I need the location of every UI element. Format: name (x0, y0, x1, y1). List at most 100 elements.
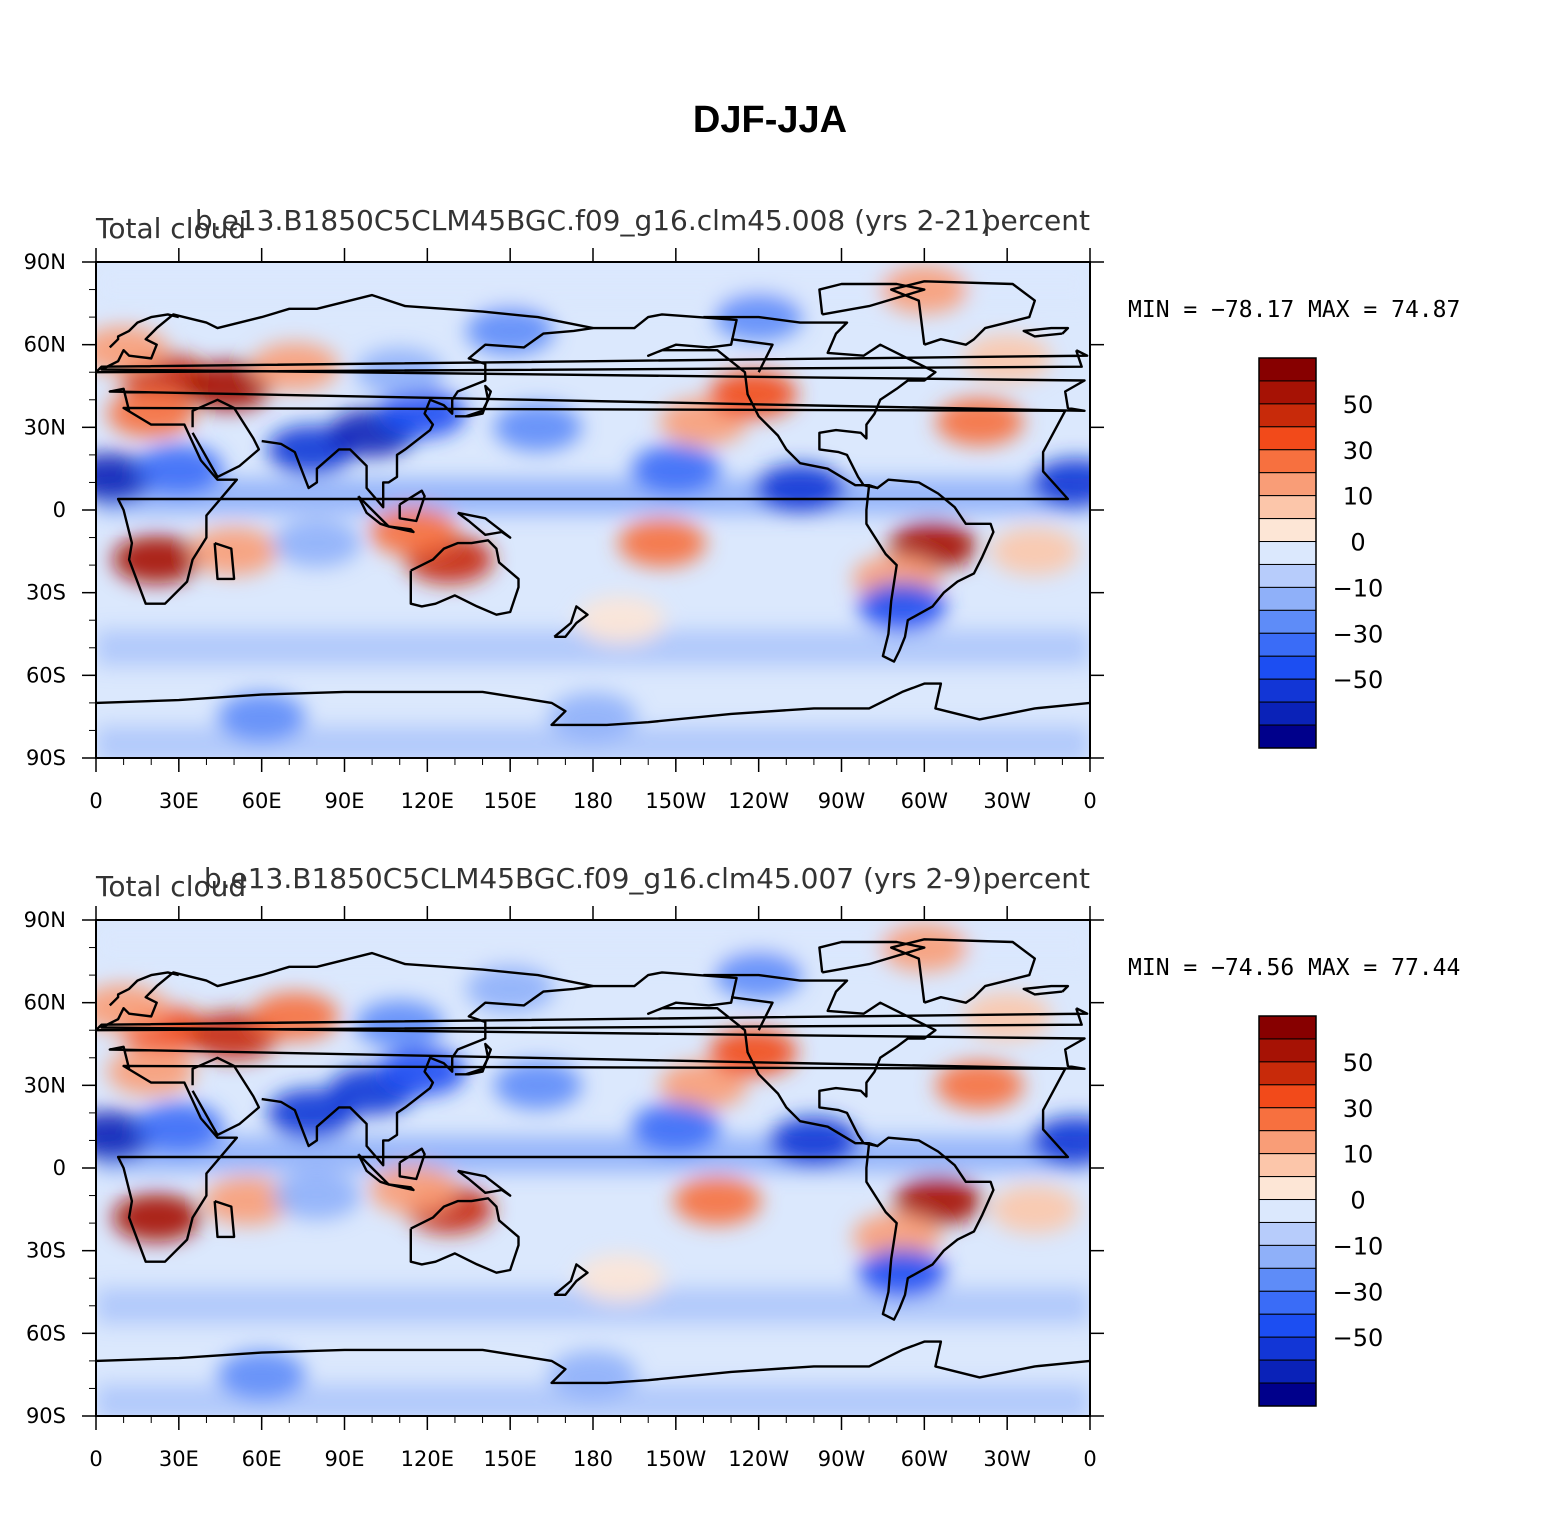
field-region (659, 1061, 748, 1110)
coastline (890, 938, 1036, 1004)
colorbar-swatch (1258, 655, 1317, 680)
coastline (261, 326, 594, 509)
x-tick-label: 90E (325, 1447, 365, 1471)
coastline (553, 605, 589, 638)
x-tick-label: 90W (818, 789, 866, 813)
coastline (116, 406, 1070, 605)
coastline (865, 478, 995, 663)
colorbar-swatch (1258, 609, 1317, 634)
field-region (134, 1102, 223, 1151)
field-region (355, 1000, 444, 1049)
y-tick-label: 60S (26, 1321, 66, 1345)
field-region (894, 1177, 983, 1226)
field-region (852, 1212, 941, 1261)
colorbar-label: −50 (1333, 1324, 1384, 1352)
colorbar-swatch (1258, 1061, 1317, 1086)
x-tick-label: 180 (573, 1447, 613, 1471)
colorbar-swatch (1258, 1359, 1317, 1384)
field-region (272, 1171, 361, 1220)
coastline (100, 293, 1086, 412)
coastline (191, 1056, 261, 1137)
field-region (709, 1028, 798, 1077)
colorbar-label: −50 (1333, 666, 1384, 694)
coastline (116, 1064, 1070, 1263)
x-tick-label: 60W (901, 789, 949, 813)
field-region (107, 1047, 196, 1096)
colorbar-swatch (1258, 1176, 1317, 1201)
colorbar-label: 10 (1343, 483, 1374, 511)
colorbar-swatch (1258, 495, 1317, 520)
colorbar-label: 30 (1343, 437, 1374, 465)
field-region (272, 519, 361, 568)
y-tick-label: 0 (53, 1156, 66, 1180)
coastline (454, 1042, 492, 1076)
colorbar-label: −30 (1333, 1278, 1384, 1306)
colorbar-swatch (1258, 518, 1317, 543)
x-tick-label: 120E (401, 1447, 454, 1471)
colorbar-label: 10 (1343, 1141, 1374, 1169)
colorbar-swatch (1258, 586, 1317, 611)
colorbar-swatch (1258, 1130, 1317, 1155)
colorbar-swatch (1258, 1084, 1317, 1109)
x-tick-label: 0 (1083, 1447, 1096, 1471)
panel-subtitle: b.e13.B1850C5CLM45BGC.f09_g16.clm45.008 … (195, 204, 991, 237)
colorbar-swatch (1258, 1336, 1317, 1361)
panel-left-label: Total cloud (95, 870, 246, 903)
colorbar-swatch (1258, 472, 1317, 497)
field-region (184, 362, 273, 410)
y-tick-label: 90S (26, 746, 66, 770)
coastline (96, 349, 1089, 374)
field-region (549, 692, 637, 741)
x-tick-label: 60E (242, 789, 282, 813)
x-tick-label: 0 (89, 1447, 102, 1471)
field-region (576, 596, 665, 645)
field-region (1032, 458, 1090, 507)
figure-title: DJF-JJA (693, 99, 847, 141)
panel-subtitle: b.e13.B1850C5CLM45BGC.f09_g16.clm45.007 … (204, 862, 982, 895)
colorbar-swatch (1258, 632, 1317, 657)
field-region (190, 527, 279, 576)
coastline (108, 313, 180, 349)
field-region (618, 519, 707, 568)
colorbar-swatch (1258, 380, 1317, 405)
colorbar-swatch (1258, 1244, 1317, 1269)
colorbar-label: 0 (1350, 529, 1365, 557)
coastline (818, 282, 926, 316)
coastline (261, 984, 594, 1167)
coastline (388, 1183, 415, 1192)
colorbar-label: 50 (1343, 1049, 1374, 1077)
y-tick-label: 90S (26, 1404, 66, 1428)
x-tick-label: 30E (159, 1447, 199, 1471)
map-field (96, 920, 1090, 1416)
field-region (250, 342, 339, 391)
y-tick-label: 30N (24, 415, 66, 439)
coastline (100, 951, 1086, 1070)
x-tick-label: 150E (483, 1447, 536, 1471)
coastline (96, 1340, 1090, 1385)
colorbar-label: −30 (1333, 620, 1384, 648)
x-tick-label: 90E (325, 789, 365, 813)
x-tick-label: 60W (901, 1447, 949, 1471)
field-region (250, 992, 339, 1041)
coastline (213, 1199, 236, 1239)
x-tick-label: 120W (728, 1447, 789, 1471)
colorbar-frame (1258, 357, 1317, 749)
colorbar-label: −10 (1333, 574, 1384, 602)
field-region (134, 444, 223, 493)
field-region (217, 692, 306, 741)
coastline (108, 971, 180, 1007)
coastline (818, 940, 926, 974)
colorbar-swatch (1258, 1015, 1317, 1040)
field-region (858, 582, 947, 631)
coastline (730, 338, 774, 373)
min-max-stats: MIN = −74.56 MAX = 77.44 (1128, 955, 1460, 981)
colorbar-swatch (1258, 426, 1317, 451)
y-tick-label: 90N (24, 250, 66, 274)
field-region (549, 1350, 637, 1399)
field-region (377, 389, 466, 438)
field-region (1032, 1116, 1090, 1165)
x-tick-label: 0 (1083, 789, 1096, 813)
x-tick-label: 30E (159, 789, 199, 813)
field-region (963, 334, 1052, 383)
